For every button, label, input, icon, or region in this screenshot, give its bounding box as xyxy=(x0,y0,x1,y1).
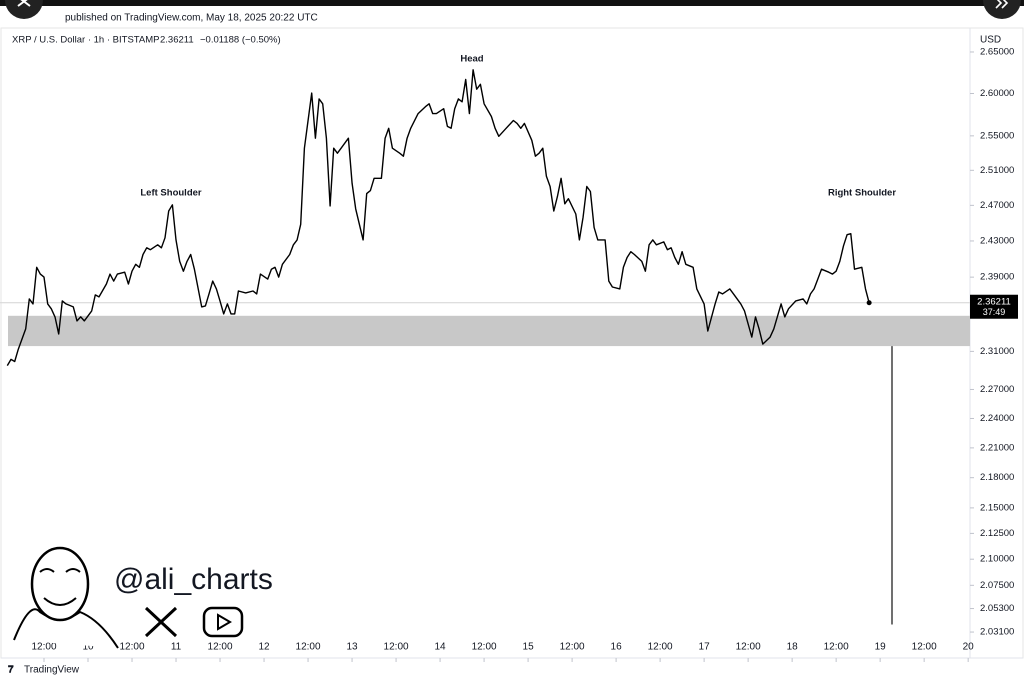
x-tick-label: 12:00 xyxy=(384,642,409,653)
author-handle: @ali_charts xyxy=(114,563,273,596)
support-zone xyxy=(8,315,970,347)
y-tick-label: 2.05300 xyxy=(980,603,1014,614)
x-tick-label: 13 xyxy=(346,642,358,653)
x-tick-label: 19 xyxy=(875,642,887,653)
youtube-play xyxy=(217,613,232,631)
x-tick-label: 12:00 xyxy=(912,642,937,653)
x-tick-label: 17 xyxy=(699,642,711,653)
y-tick-label: 2.07500 xyxy=(980,580,1014,591)
annotation: Right Shoulder xyxy=(828,188,896,199)
x-tick-label: 12:00 xyxy=(736,642,761,653)
youtube-icon[interactable] xyxy=(202,606,244,638)
y-tick-label: 2.55000 xyxy=(980,130,1014,141)
x-tick-label: 14 xyxy=(435,642,447,653)
y-tick-label: 2.03100 xyxy=(980,627,1014,638)
y-tick-label: 2.24000 xyxy=(980,413,1014,424)
y-tick-label: 2.60000 xyxy=(980,88,1014,99)
x-tick-label: 20 xyxy=(963,642,975,653)
y-tick-label: 2.51000 xyxy=(980,165,1014,176)
x-tick-label: 12:00 xyxy=(208,642,233,653)
avatar-head xyxy=(30,546,90,622)
x-tick-label: 15 xyxy=(523,642,535,653)
x-tick-label: 12 xyxy=(258,642,270,653)
annotation: Head xyxy=(460,54,483,65)
x-tick-label: 16 xyxy=(611,642,623,653)
y-tick-label: 2.12500 xyxy=(980,528,1014,539)
countdown: 37:49 xyxy=(983,307,1006,317)
plot: 2.65000 2.60000 2.55000 2.51000 2.47000 2.430… xyxy=(0,46,1018,662)
y-tick-label: 2.15000 xyxy=(980,502,1014,513)
brand-logo: 𝟕 xyxy=(8,665,14,676)
y-tick-label: 2.18000 xyxy=(980,472,1014,483)
x-tick-label: 12:00 xyxy=(31,642,56,653)
annotation: Left Shoulder xyxy=(140,188,202,199)
x-tick-label: 10 xyxy=(82,642,94,653)
y-tick-label: 2.43000 xyxy=(980,235,1014,246)
author-badge: @ali_charts xyxy=(13,546,273,649)
x-tick-label: 12:00 xyxy=(296,642,321,653)
expand-icon xyxy=(995,0,1009,9)
last-point xyxy=(866,300,872,306)
symbol: XRP / U.S. Dollar · 1h · BITSTAMP xyxy=(12,35,159,46)
y-tick-label: 2.31000 xyxy=(980,346,1014,357)
price-line xyxy=(6,69,870,366)
avatar-face xyxy=(39,568,81,606)
y-tick-label: 2.27000 xyxy=(980,384,1014,395)
price-label: 2.36211 xyxy=(977,296,1011,307)
y-tick-label: 2.10000 xyxy=(980,554,1014,565)
price-label-box xyxy=(970,294,1018,319)
y-tick-label: 2.65000 xyxy=(980,46,1014,57)
close-button[interactable] xyxy=(5,0,43,19)
top-bar xyxy=(0,0,1024,6)
published-note: published on TradingView.com, May 18, 20… xyxy=(65,13,318,24)
x-tick-label: 11 xyxy=(171,642,182,653)
x-tick-label: 12:00 xyxy=(648,642,673,653)
y-tick-label: 2.39000 xyxy=(980,272,1014,283)
currency: USD xyxy=(980,35,1001,46)
x-tick-label: 12:00 xyxy=(120,642,145,653)
x-tick-label: 12:00 xyxy=(824,642,849,653)
x-icon[interactable] xyxy=(144,606,178,638)
x-tick-label: 12:00 xyxy=(560,642,585,653)
header-price: 2.36211 xyxy=(160,35,194,46)
header-change: −0.01188 (−0.50%) xyxy=(200,35,281,46)
y-tick-label: 2.47000 xyxy=(980,200,1014,211)
y-tick-label: 2.21000 xyxy=(980,442,1014,453)
x-tick-label: 18 xyxy=(787,642,799,653)
close-icon xyxy=(17,0,31,7)
x-tick-label: 12:00 xyxy=(472,642,497,653)
expand-button[interactable] xyxy=(983,0,1021,19)
brand: TradingView xyxy=(24,665,80,676)
